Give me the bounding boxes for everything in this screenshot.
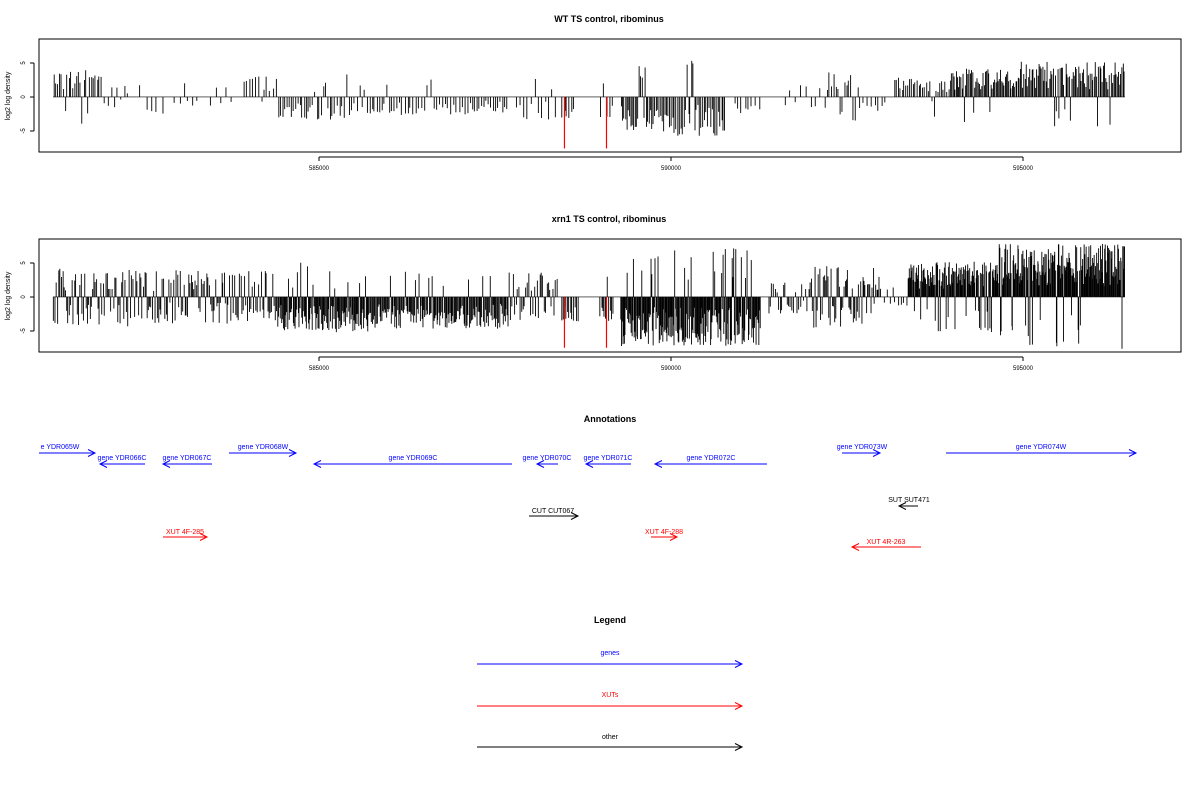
x-tick-label: 585000: [309, 166, 330, 172]
annotation-feature: SUT SUT471: [888, 497, 930, 510]
y-tick-label: 0: [21, 295, 27, 299]
annotation-arrow-head: [199, 533, 209, 541]
annotation-label: gene YDR066C: [98, 455, 147, 462]
chart-panel-wt: WT TS control, ribominus 5 0 -5 log2 log…: [5, 14, 1182, 172]
annotation-label: gene YDR072C: [687, 455, 736, 462]
annotation-feature: gene YDR067C: [161, 455, 212, 468]
annotation-label: CUT CUT067: [532, 508, 574, 515]
annotation-feature: gene YDR073W: [837, 444, 888, 457]
annotation-arrow-head: [584, 460, 594, 468]
y-tick-label: 0: [21, 95, 27, 99]
annotation-label: gene YDR073W: [837, 444, 888, 451]
x-tick-label: 595000: [1013, 366, 1034, 372]
annotation-label: gene YDR069C: [389, 455, 438, 462]
annotation-arrow-head: [535, 460, 545, 468]
plot-frame: [38, 38, 1182, 153]
legend-arrow-head: [734, 702, 744, 710]
annotation-feature: gene YDR070C: [523, 455, 572, 468]
chart-title: xrn1 TS control, ribominus: [552, 214, 667, 224]
highlight-bars-group: [563, 296, 608, 348]
annotation-feature: gene YDR074W: [946, 444, 1138, 457]
annotation-label: XUT 4F-288: [645, 529, 683, 536]
annotation-arrow-head: [872, 449, 882, 457]
legend-item-xuts: XUTs: [477, 692, 744, 710]
bars-group: [52, 243, 1125, 349]
annotation-label: SUT SUT471: [888, 497, 930, 504]
annotation-arrow-head: [161, 460, 171, 468]
y-tick-label: 5: [21, 261, 27, 265]
annotation-arrow-head: [87, 449, 97, 457]
annotation-feature: CUT CUT067: [529, 508, 580, 520]
y-axis-label: log2 log density: [5, 271, 12, 320]
annotation-label: XUT 4R-263: [867, 539, 906, 546]
y-axis-label: log2 log density: [5, 71, 12, 120]
annotation-feature: gene YDR072C: [653, 455, 767, 468]
y-tick-label: -5: [21, 328, 27, 334]
annotation-arrow-head: [570, 512, 580, 520]
x-tick-label: 595000: [1013, 166, 1034, 172]
annotation-label: gene YDR074W: [1016, 444, 1067, 451]
annotation-arrow-head: [1128, 449, 1138, 457]
annotation-feature: XUT 4R-263: [850, 539, 921, 551]
annotation-feature: gene YDR069C: [312, 455, 512, 468]
legend-item-genes: genes: [477, 650, 744, 668]
x-tick-label: 590000: [661, 166, 682, 172]
bars-group: [53, 60, 1125, 136]
annotation-feature: XUT 4F-285: [163, 529, 209, 541]
annotation-arrow-head: [669, 533, 679, 541]
x-tick-label: 590000: [661, 366, 682, 372]
annotation-feature: gene YDR068W: [229, 444, 298, 457]
annotation-items: e YDR065W gene YDR066C gene YDR067C gene YD…: [39, 444, 1138, 551]
chart-title: WT TS control, ribominus: [554, 14, 664, 24]
annotation-label: gene YDR071C: [584, 455, 633, 462]
annotation-arrow-head: [98, 460, 108, 468]
y-tick-label: -5: [21, 128, 27, 134]
legend-item-other: other: [477, 734, 744, 751]
legend-label: genes: [600, 650, 620, 657]
chart-panel-xrn1: xrn1 TS control, ribominus 5 0 -5 log2 l…: [5, 214, 1182, 372]
annotation-feature: e YDR065W: [39, 444, 97, 457]
legend-label: other: [602, 734, 619, 741]
legend-arrow-head: [734, 660, 744, 668]
annotation-label: gene YDR067C: [163, 455, 212, 462]
legend: Legend genes XUTs other: [477, 615, 744, 751]
annotation-feature: XUT 4F-288: [645, 529, 683, 541]
annotation-label: e YDR065W: [41, 444, 80, 451]
annotation-arrow-head: [312, 460, 322, 468]
annotations-title: Annotations: [584, 414, 637, 424]
annotations-track: Annotations e YDR065W gene YDR066C gene YD…: [39, 414, 1138, 551]
annotation-arrow-head: [897, 502, 907, 510]
annotation-arrow-head: [288, 449, 298, 457]
annotation-label: XUT 4F-285: [166, 529, 204, 536]
highlight-bars-group: [563, 96, 608, 149]
x-tick-label: 585000: [309, 366, 330, 372]
legend-label: XUTs: [602, 692, 619, 699]
annotation-feature: gene YDR071C: [584, 455, 633, 468]
annotation-label: gene YDR068W: [238, 444, 289, 451]
legend-title: Legend: [594, 615, 626, 625]
annotation-arrow-head: [653, 460, 663, 468]
annotation-feature: gene YDR066C: [98, 455, 147, 468]
y-tick-label: 5: [21, 61, 27, 65]
plot-frame: [38, 238, 1182, 353]
annotation-label: gene YDR070C: [523, 455, 572, 462]
annotation-arrow-head: [850, 543, 860, 551]
legend-arrow-head: [734, 743, 744, 751]
